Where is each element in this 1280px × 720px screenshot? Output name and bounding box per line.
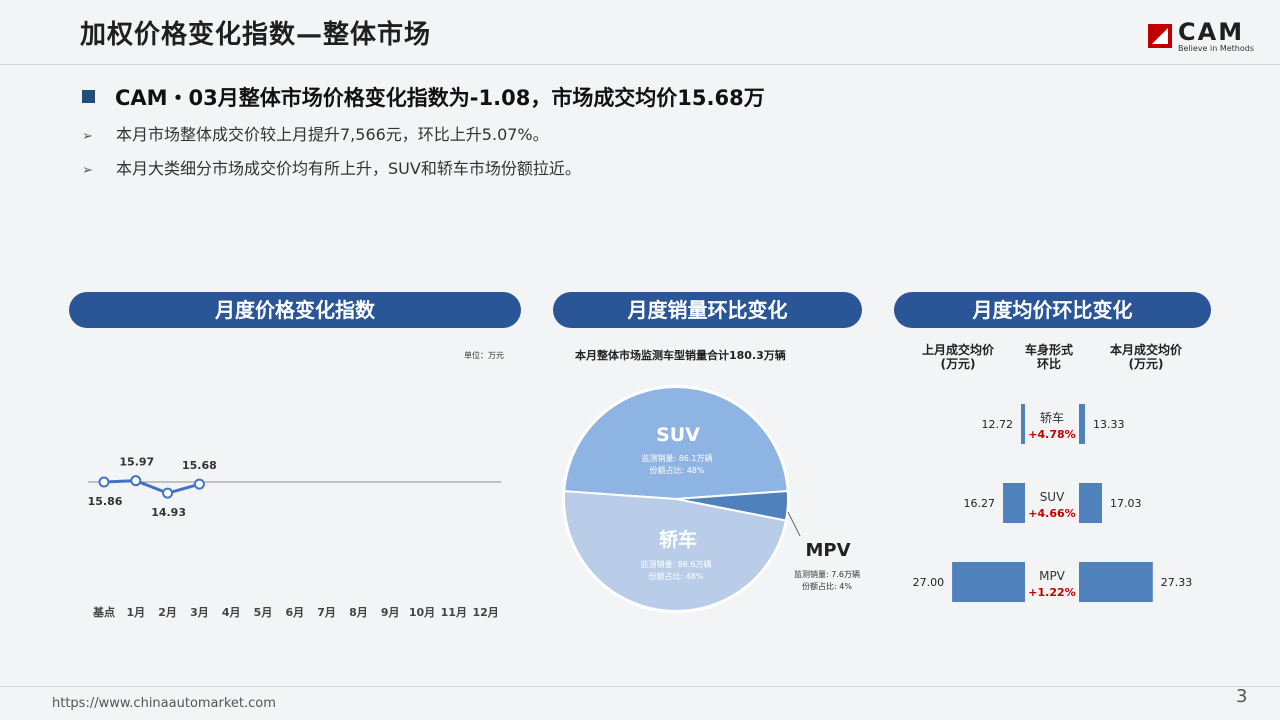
bar-this-month <box>1079 562 1153 602</box>
arrow-bullet-icon: ➢ <box>82 163 93 178</box>
x-tick-label: 8月 <box>349 606 368 619</box>
column-header-this-month: 本月成交均价 (万元) <box>1109 343 1182 371</box>
change-label: +1.22% <box>1028 586 1075 599</box>
column-header-last-month: 上月成交均价 (万元) <box>921 343 994 371</box>
segment-label: MPV <box>1039 569 1066 583</box>
x-tick-label: 基点 <box>92 605 115 619</box>
slice-volume-label: 监测销量: 86.6万辆 <box>640 559 711 569</box>
bar-this-month <box>1079 404 1085 444</box>
x-tick-label: 2月 <box>158 606 177 619</box>
data-point <box>98 476 110 488</box>
slice-name-label: MPV <box>805 540 850 561</box>
segment-label: 轿车 <box>1040 410 1064 425</box>
pie-caption: 本月整体市场监测车型销量合计180.3万辆 <box>575 349 786 362</box>
cam-logo-icon <box>1148 24 1172 48</box>
value-label-last: 16.27 <box>964 497 996 510</box>
change-label: +4.66% <box>1028 507 1075 520</box>
slice-share-label: 份额占比: 48% <box>648 571 703 581</box>
section-pill-volume: 月度销量环比变化 <box>553 292 862 328</box>
page-title: 加权价格变化指数—整体市场 <box>80 20 432 50</box>
data-label: 15.86 <box>88 495 123 508</box>
slice-name-label: 轿车 <box>659 528 697 551</box>
cam-logo: CAM Believe in Methods <box>1148 18 1258 56</box>
data-label: 14.93 <box>151 506 186 519</box>
change-label: +4.78% <box>1028 428 1075 441</box>
x-tick-label: 12月 <box>472 606 498 619</box>
x-tick-label: 3月 <box>190 606 209 619</box>
bar-last-month <box>1003 483 1025 523</box>
callout-line <box>787 511 801 537</box>
value-label-last: 27.00 <box>913 576 945 589</box>
data-point <box>130 475 142 487</box>
x-tick-label: 5月 <box>254 606 273 619</box>
page-number: 3 <box>1236 686 1248 707</box>
data-point <box>162 487 174 499</box>
x-tick-label: 7月 <box>317 606 336 619</box>
pie-slice <box>563 386 789 501</box>
series-line <box>103 479 200 495</box>
arrow-bullet-icon: ➢ <box>82 129 93 144</box>
value-label-current: 27.33 <box>1161 576 1193 589</box>
data-point <box>193 478 205 490</box>
footer-divider <box>0 686 1280 687</box>
logo-tagline: Believe in Methods <box>1178 44 1254 53</box>
section-pill-price: 月度均价环比变化 <box>894 292 1211 328</box>
headline-text: CAM・03月整体市场价格变化指数为-1.08，市场成交均价15.68万 <box>115 86 765 110</box>
bullet-text: 本月大类细分市场成交价均有所上升，SUV和轿车市场份额拉近。 <box>116 159 581 178</box>
bullet-item: ➢ 本月大类细分市场成交价均有所上升，SUV和轿车市场份额拉近。 <box>82 155 581 179</box>
x-tick-label: 11月 <box>441 606 467 619</box>
bullet-item: ➢ 本月市场整体成交价较上月提升7,566元，环比上升5.07%。 <box>82 121 549 145</box>
data-label: 15.97 <box>119 456 154 469</box>
slice-share-label: 份额占比: 4% <box>802 581 852 591</box>
value-label-last: 12.72 <box>982 418 1014 431</box>
unit-note: 单位：万元 <box>464 351 504 360</box>
slice-volume-label: 监测销量: 7.6万辆 <box>794 569 860 579</box>
segment-label: SUV <box>1040 490 1065 504</box>
x-tick-label: 6月 <box>285 606 304 619</box>
section-pill-index: 月度价格变化指数 <box>69 292 521 328</box>
data-label: 15.68 <box>182 459 217 472</box>
value-label-current: 13.33 <box>1093 418 1125 431</box>
footer-url: https://www.chinaautomarket.com <box>52 696 276 711</box>
x-tick-label: 10月 <box>409 606 435 619</box>
header-divider <box>0 64 1280 65</box>
bar-last-month <box>952 562 1025 602</box>
x-tick-label: 1月 <box>126 606 145 619</box>
bar-last-month <box>1021 404 1025 444</box>
value-label-current: 17.03 <box>1110 497 1142 510</box>
headline: CAM・03月整体市场价格变化指数为-1.08，市场成交均价15.68万 <box>82 82 765 112</box>
slice-name-label: SUV <box>656 424 700 446</box>
x-tick-label: 4月 <box>222 606 241 619</box>
pie-outline <box>562 385 790 613</box>
square-bullet-icon <box>82 90 95 103</box>
pie-slice <box>563 490 788 612</box>
logo-text: CAM <box>1178 18 1245 46</box>
column-header-segment: 车身形式 环比 <box>1024 343 1073 371</box>
bullet-text: 本月市场整体成交价较上月提升7,566元，环比上升5.07%。 <box>116 125 549 144</box>
slice-share-label: 份额占比: 48% <box>649 465 704 475</box>
x-tick-label: 9月 <box>381 606 400 619</box>
bar-this-month <box>1079 483 1102 523</box>
slice-volume-label: 监测销量: 86.1万辆 <box>641 453 712 463</box>
